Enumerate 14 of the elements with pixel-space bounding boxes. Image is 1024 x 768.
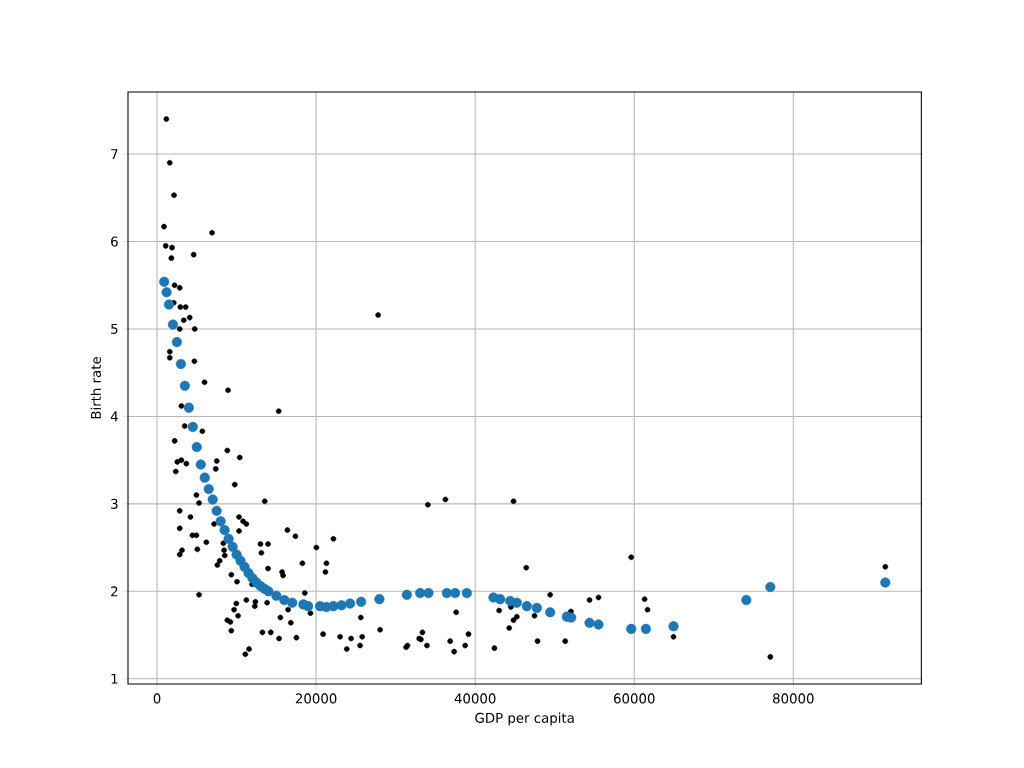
y-axis-title: Birth rate [90,357,101,419]
x-tick-label: 0 [153,693,161,704]
y-tick-label: 5 [111,324,118,334]
x-tick-label: 20000 [295,693,337,704]
x-tick-label: 80000 [772,693,814,704]
y-tick-label: 2 [111,586,118,597]
x-axis-title: GDP per capita [475,712,574,726]
y-tick-label: 1 [111,673,118,684]
y-tick-label: 6 [111,236,118,247]
x-tick-label: 60000 [613,693,655,704]
y-tick-label: 4 [110,411,118,422]
x-tick-label: 40000 [454,693,496,704]
y-tick-label: 3 [111,498,118,509]
y-tick-label: 7 [111,149,118,159]
